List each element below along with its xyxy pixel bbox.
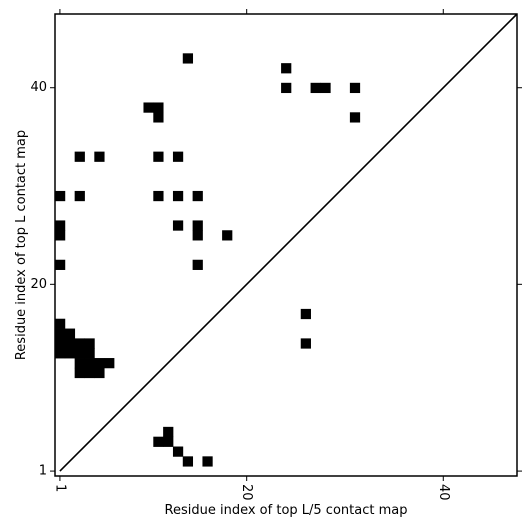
contact-cell (94, 358, 105, 369)
contact-cell (74, 190, 85, 202)
contact-cell (349, 112, 361, 123)
axis-ticks (50, 9, 522, 481)
contact-cell (163, 426, 174, 438)
contact-cell (94, 367, 105, 379)
diagonal-line (59, 13, 518, 472)
x-tick-label: 20 (239, 484, 254, 501)
contact-cell (192, 259, 203, 270)
y-tick-label: 1 (39, 464, 47, 479)
contact-cell (192, 230, 203, 241)
contact-cells (55, 53, 361, 467)
contact-cell (281, 82, 292, 94)
y-tick-labels: 1 20 40 (30, 80, 47, 478)
y-tick-label: 20 (30, 277, 47, 292)
contact-cell (55, 220, 66, 231)
contact-cell (94, 151, 105, 162)
contact-cell (84, 358, 95, 369)
contact-cell (74, 348, 85, 359)
contact-cell (84, 367, 95, 379)
contact-cell (172, 190, 184, 202)
contact-cell (153, 436, 164, 447)
contact-cell (153, 190, 164, 202)
contact-cell (64, 348, 76, 359)
x-tick-labels: 1 20 40 (52, 484, 450, 501)
contact-cell (300, 308, 311, 320)
contact-cell (74, 338, 85, 349)
contact-cell (281, 63, 292, 74)
contact-cell (84, 338, 95, 349)
contact-cell (172, 446, 184, 457)
contact-cell (153, 151, 164, 162)
contact-cell (84, 348, 95, 359)
contact-cell (172, 220, 184, 231)
contact-cell (300, 338, 311, 349)
contact-cell (192, 190, 203, 202)
contact-cell (74, 151, 85, 162)
contact-cell (64, 328, 76, 339)
contact-cell (153, 112, 164, 123)
contact-cell (55, 190, 66, 202)
contact-cell (55, 230, 66, 241)
contact-cell (349, 82, 361, 94)
contact-cell (55, 338, 66, 349)
x-tick-label: 1 (52, 484, 67, 492)
contact-cell (64, 338, 76, 349)
contact-cell (55, 259, 66, 270)
contact-cell (163, 436, 174, 447)
contact-cell (192, 220, 203, 231)
x-tick-label: 40 (436, 484, 451, 501)
contact-cell (55, 318, 66, 329)
contact-cell (143, 102, 154, 113)
plot-frame (54, 13, 518, 477)
x-axis-label: Residue index of top L/5 contact map (165, 503, 408, 518)
contact-cell (104, 358, 115, 369)
contact-cell (202, 456, 213, 467)
contact-cell (310, 82, 321, 94)
y-tick-label: 40 (30, 80, 47, 95)
y-axis-label: Residue index of top L contact map (14, 130, 29, 360)
contact-cell (55, 328, 66, 339)
contact-cell (153, 102, 164, 113)
contact-cell (74, 367, 85, 379)
contact-cell (182, 53, 194, 64)
contact-cell (74, 358, 85, 369)
contact-cell (320, 82, 331, 94)
contact-cell (172, 151, 184, 162)
contact-cell (182, 456, 194, 467)
contact-cell (222, 230, 233, 241)
contact-cell (55, 348, 66, 359)
